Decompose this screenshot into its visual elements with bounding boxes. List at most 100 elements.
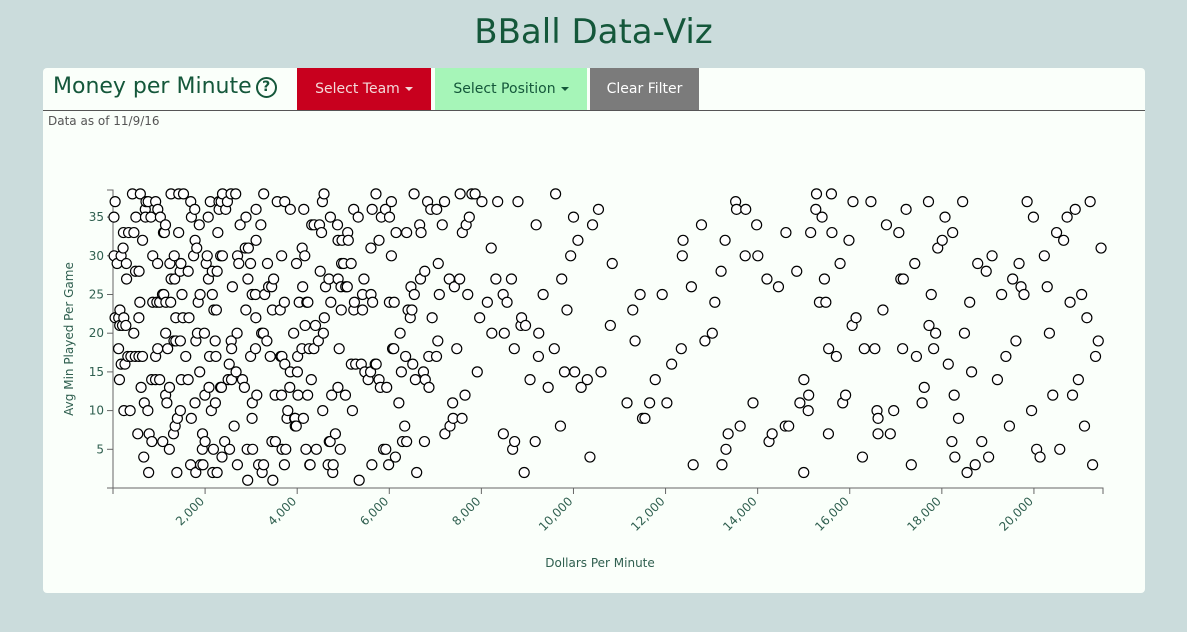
data-point[interactable]: [761, 273, 773, 285]
data-point[interactable]: [108, 211, 120, 223]
data-point[interactable]: [318, 312, 330, 324]
data-point[interactable]: [381, 381, 393, 393]
data-point[interactable]: [198, 327, 211, 339]
data-point[interactable]: [1041, 281, 1053, 293]
data-point[interactable]: [383, 459, 395, 471]
data-point[interactable]: [818, 273, 831, 285]
data-point[interactable]: [1092, 335, 1104, 347]
data-point[interactable]: [415, 226, 427, 239]
data-point[interactable]: [299, 250, 311, 262]
data-point[interactable]: [438, 196, 451, 208]
data-point[interactable]: [847, 196, 859, 208]
data-point[interactable]: [400, 350, 412, 363]
data-point[interactable]: [348, 296, 361, 308]
data-point[interactable]: [324, 435, 336, 448]
data-point[interactable]: [298, 203, 310, 215]
data-point[interactable]: [462, 288, 474, 301]
data-point[interactable]: [928, 343, 940, 355]
data-point[interactable]: [275, 389, 288, 401]
data-point[interactable]: [634, 288, 646, 301]
data-point[interactable]: [182, 374, 194, 386]
data-point[interactable]: [290, 420, 302, 432]
data-point[interactable]: [1054, 443, 1066, 455]
data-point[interactable]: [290, 257, 303, 270]
data-point[interactable]: [240, 304, 252, 316]
data-point[interactable]: [451, 343, 463, 355]
data-point[interactable]: [1058, 234, 1070, 246]
data-point[interactable]: [1086, 459, 1099, 471]
data-point[interactable]: [454, 273, 466, 285]
data-point[interactable]: [409, 374, 421, 386]
data-point[interactable]: [858, 343, 870, 355]
data-point[interactable]: [310, 443, 322, 455]
data-point[interactable]: [910, 350, 923, 363]
data-point[interactable]: [134, 296, 146, 308]
data-point[interactable]: [341, 281, 353, 293]
data-point[interactable]: [897, 273, 909, 285]
data-point[interactable]: [194, 366, 206, 378]
data-point[interactable]: [210, 350, 222, 363]
data-point[interactable]: [604, 319, 616, 332]
data-point[interactable]: [182, 265, 194, 277]
data-point[interactable]: [389, 451, 402, 463]
data-point[interactable]: [210, 304, 222, 316]
data-point[interactable]: [893, 226, 905, 239]
data-point[interactable]: [685, 281, 697, 293]
data-point[interactable]: [202, 211, 214, 223]
data-point[interactable]: [469, 188, 481, 200]
data-point[interactable]: [128, 226, 140, 239]
data-point[interactable]: [486, 327, 498, 339]
data-point[interactable]: [900, 203, 912, 215]
data-point[interactable]: [228, 420, 240, 432]
data-point[interactable]: [160, 327, 172, 339]
data-point[interactable]: [174, 335, 186, 347]
select-team-button[interactable]: Select Team: [297, 68, 431, 110]
data-point[interactable]: [329, 428, 342, 440]
data-point[interactable]: [223, 358, 235, 370]
data-point[interactable]: [152, 343, 164, 355]
data-point[interactable]: [996, 288, 1008, 301]
data-point[interactable]: [201, 250, 213, 262]
data-point[interactable]: [952, 412, 965, 424]
data-point[interactable]: [780, 226, 792, 239]
data-point[interactable]: [677, 234, 689, 246]
data-point[interactable]: [501, 296, 513, 308]
data-point[interactable]: [136, 350, 149, 363]
data-point[interactable]: [548, 343, 560, 355]
data-point[interactable]: [278, 296, 290, 308]
data-point[interactable]: [699, 335, 711, 347]
data-point[interactable]: [134, 188, 146, 200]
data-point[interactable]: [124, 404, 136, 417]
data-point[interactable]: [884, 428, 896, 440]
data-point[interactable]: [216, 451, 228, 463]
data-point[interactable]: [394, 327, 406, 339]
data-point[interactable]: [826, 226, 838, 239]
data-point[interactable]: [407, 358, 419, 370]
data-point[interactable]: [143, 466, 155, 479]
data-point[interactable]: [794, 397, 806, 409]
data-point[interactable]: [174, 404, 186, 417]
data-point[interactable]: [176, 288, 188, 301]
data-point[interactable]: [211, 466, 223, 479]
data-point[interactable]: [159, 219, 172, 231]
data-point[interactable]: [279, 196, 291, 208]
data-point[interactable]: [1013, 257, 1025, 270]
data-point[interactable]: [802, 404, 814, 417]
data-point[interactable]: [314, 265, 326, 277]
data-point[interactable]: [242, 474, 254, 486]
data-point[interactable]: [185, 412, 197, 424]
data-point[interactable]: [299, 319, 311, 332]
data-point[interactable]: [556, 273, 568, 285]
data-point[interactable]: [586, 219, 599, 231]
data-point[interactable]: [326, 389, 338, 401]
data-point[interactable]: [964, 296, 976, 308]
data-point[interactable]: [418, 435, 431, 448]
data-point[interactable]: [722, 428, 734, 440]
data-point[interactable]: [390, 226, 402, 239]
data-point[interactable]: [154, 211, 166, 223]
data-point[interactable]: [244, 350, 257, 363]
data-point[interactable]: [916, 397, 928, 409]
data-point[interactable]: [888, 404, 900, 417]
data-point[interactable]: [395, 366, 407, 378]
data-point[interactable]: [961, 466, 973, 479]
